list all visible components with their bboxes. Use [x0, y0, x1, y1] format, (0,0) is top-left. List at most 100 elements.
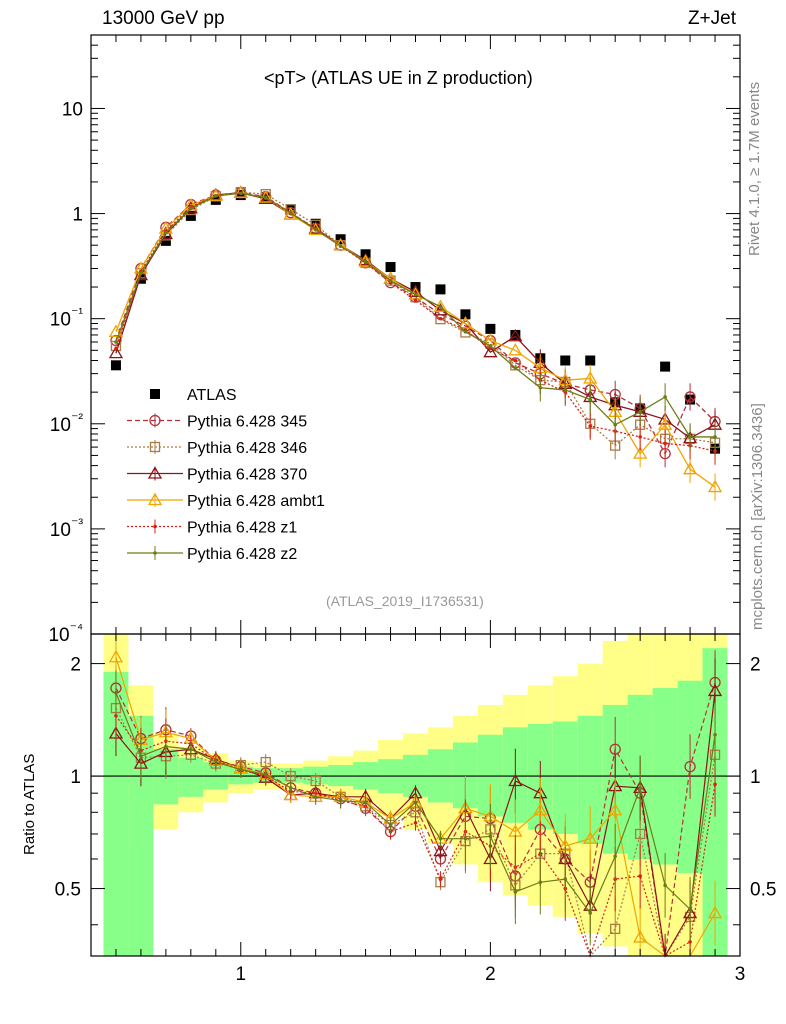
marker-dot — [613, 422, 617, 427]
marker-triangle — [508, 328, 523, 342]
marker-triangle — [508, 773, 523, 787]
header-energy-label: 13000 GeV pp — [102, 8, 225, 29]
marker-dot — [263, 772, 268, 777]
plot-title: <pT> (ATLAS UE in Z production) — [264, 68, 533, 88]
legend-label: ATLAS — [187, 387, 237, 404]
marker-dot — [164, 230, 168, 235]
series-line — [115, 192, 716, 452]
marker-dot — [438, 877, 443, 881]
marker-triangle — [633, 446, 648, 459]
marker-dot — [438, 836, 443, 841]
marker-dot — [153, 524, 157, 529]
marker-dot — [189, 206, 193, 211]
marker-triangle — [483, 344, 498, 358]
marker-dot — [638, 786, 642, 790]
marker-dot — [338, 244, 343, 248]
legend-entry: Pythia 6.428 z1 — [127, 519, 297, 537]
marker-triangle — [108, 324, 124, 337]
marker-triangle — [108, 345, 124, 359]
marker-triangle — [707, 683, 723, 697]
legend-label: Pythia 6.428 346 — [187, 440, 307, 457]
marker-dot — [288, 210, 293, 215]
marker-dot — [463, 836, 468, 841]
marker-square — [185, 210, 196, 221]
header-process-label: Z+Jet — [687, 8, 736, 29]
y-tick-label: 10 — [62, 99, 83, 120]
marker-dot — [713, 449, 717, 453]
marker-dot — [663, 395, 667, 399]
marker-dot — [214, 194, 218, 198]
marker-dot — [263, 195, 268, 200]
legend-label: Pythia 6.428 z2 — [187, 546, 297, 563]
ratio-series-group — [108, 634, 723, 958]
marker-triangle — [657, 417, 673, 430]
analysis-id-label: (ATLAS_2019_I1736531) — [326, 593, 484, 609]
marker-square — [460, 309, 471, 320]
axis-ticks — [90, 35, 741, 956]
marker-triangle — [233, 185, 248, 199]
rivet-version-label: Rivet 4.1.0, ≥ 1.7M events — [746, 81, 763, 256]
marker-triangle — [583, 371, 598, 384]
marker-square — [110, 360, 121, 371]
marker-dot — [363, 800, 368, 805]
marker-dot — [363, 259, 368, 264]
ratio-y-tick-label-right: 0.5 — [750, 880, 776, 901]
marker-square — [150, 389, 160, 399]
marker-circle — [684, 391, 696, 403]
marker-dot — [114, 346, 118, 351]
marker-dot — [313, 795, 318, 799]
legend-label: Pythia 6.428 z1 — [187, 520, 297, 537]
marker-square — [585, 355, 596, 366]
legend-entry: Pythia 6.428 345 — [127, 413, 307, 431]
marker-dot — [488, 834, 493, 839]
marker-triangle — [583, 831, 598, 844]
ratio-y-tick-label: 0.5 — [55, 880, 81, 901]
marker-dot — [688, 940, 692, 944]
y-tick-label: 10⁻² — [50, 410, 84, 436]
marker-square — [660, 361, 671, 372]
marker-square — [160, 235, 171, 246]
marker-dot — [114, 340, 118, 344]
marker-dot — [713, 732, 717, 737]
marker-dot — [688, 907, 692, 912]
marker-triangle — [533, 802, 548, 816]
marker-square — [510, 329, 521, 340]
y-tick-label: 10⁻³ — [50, 515, 84, 541]
legend-entry: Pythia 6.428 346 — [127, 440, 307, 457]
marker-dot — [663, 441, 667, 446]
marker-triangle — [707, 905, 723, 919]
marker-dot — [189, 747, 193, 752]
legend: ATLAS Pythia 6.428 345 Pythia 6.428 346 Pyt… — [127, 387, 325, 563]
marker-dot — [713, 782, 717, 787]
marker-dot — [139, 271, 143, 276]
y-tick-label: 1 — [72, 205, 83, 226]
axis-tick-labels: 10 1 10⁻¹ 10⁻² 10⁻³ 10⁻⁴ 2 2 1 1 0.5 0.5 1 2 3 — [48, 99, 776, 985]
marker-triangle — [458, 316, 473, 329]
marker-dot — [114, 691, 118, 695]
marker-dot — [488, 346, 493, 351]
marker-dot — [413, 292, 418, 297]
marker-dot — [214, 760, 218, 764]
legend-entry: Pythia 6.428 370 — [127, 466, 307, 484]
marker-triangle — [433, 843, 448, 857]
marker-triangle — [682, 461, 698, 475]
ratio-y-tick-label: 2 — [70, 655, 81, 676]
marker-dot — [438, 304, 443, 309]
ratio-y-tick-label-right: 2 — [750, 655, 761, 676]
marker-square — [385, 262, 396, 273]
marker-dot — [413, 800, 418, 805]
marker-dot — [713, 435, 717, 439]
marker-dot — [313, 228, 318, 232]
ratio-axis-label: Ratio to ATLAS — [21, 753, 38, 855]
legend-entry: Pythia 6.428 ambt1 — [127, 492, 325, 510]
legend-entry: ATLAS — [150, 387, 237, 404]
marker-dot — [613, 854, 617, 859]
main-series-group — [108, 185, 723, 501]
marker-dot — [338, 798, 343, 803]
marker-triangle — [147, 492, 163, 506]
marker-dot — [288, 786, 293, 790]
marker-dot — [114, 713, 118, 718]
marker-triangle — [408, 284, 423, 297]
marker-dot — [688, 435, 692, 439]
